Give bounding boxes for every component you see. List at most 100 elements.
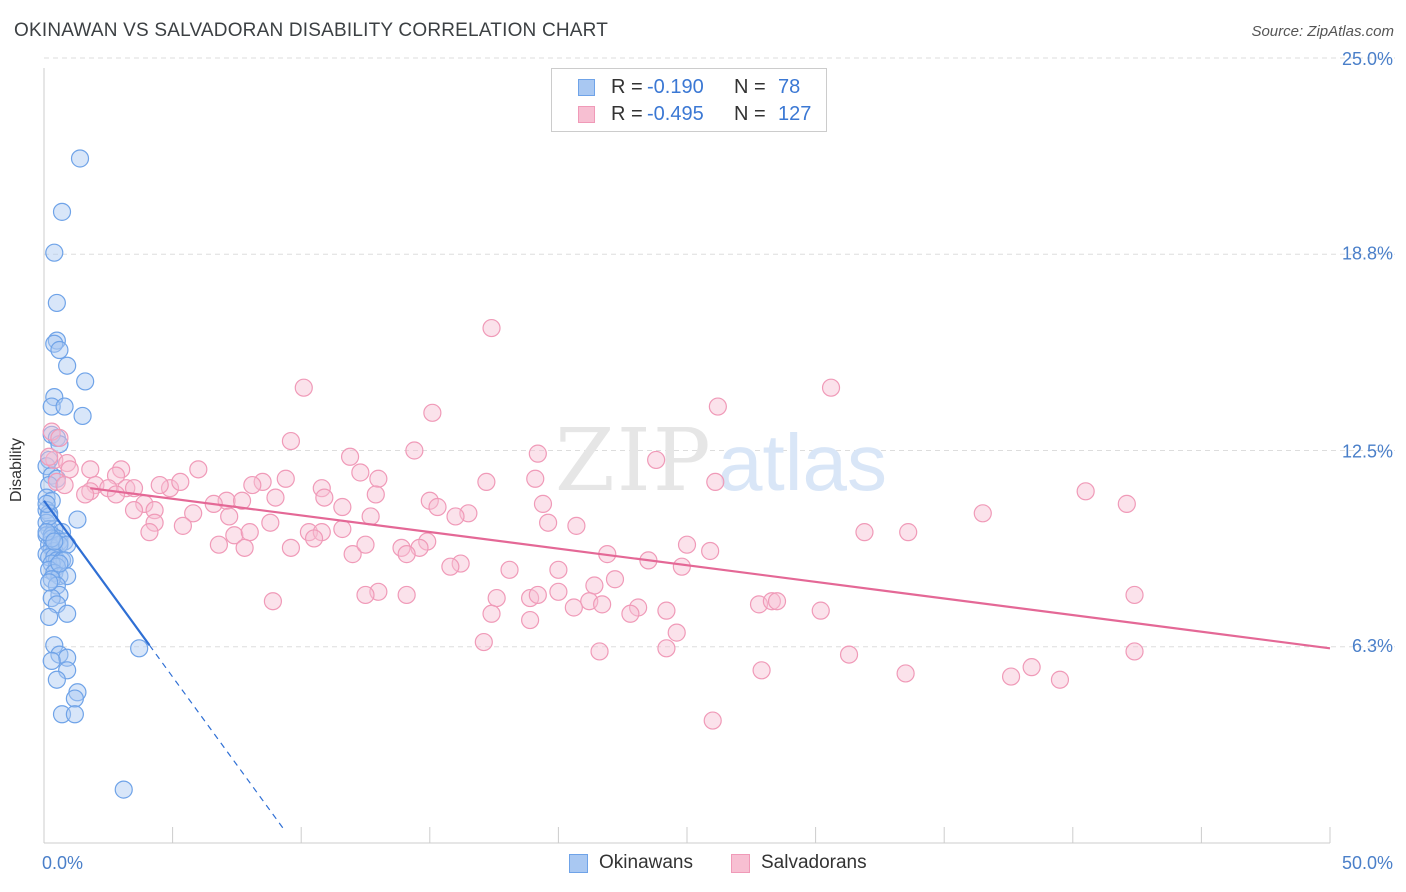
okinawan-point bbox=[45, 636, 64, 655]
legend-r-label: R = bbox=[611, 103, 643, 125]
salvadoran-point bbox=[667, 623, 686, 642]
salvadoran-point bbox=[672, 557, 691, 576]
salvadoran-point bbox=[81, 482, 100, 501]
salvadoran-point bbox=[701, 541, 720, 561]
okinawan-point bbox=[40, 607, 59, 627]
okinawan-point bbox=[50, 554, 69, 573]
salvadoran-point bbox=[1125, 642, 1144, 661]
salvadoran-point bbox=[528, 444, 547, 463]
legend-r-label: R = bbox=[611, 76, 643, 98]
salvadoran-point bbox=[1117, 494, 1136, 513]
legend-n-label: N = bbox=[734, 76, 766, 98]
salvadoran-point bbox=[294, 378, 313, 397]
salvadoran-point bbox=[361, 507, 380, 526]
salvadoran-point bbox=[189, 460, 208, 479]
okinawan-point bbox=[45, 532, 64, 551]
salvadoran-point bbox=[173, 516, 192, 535]
bottom-legend-swatch-salvadorans bbox=[731, 854, 750, 873]
salvadoran-point bbox=[150, 475, 169, 495]
salvadoran-point bbox=[677, 535, 697, 554]
okinawan-point bbox=[45, 243, 64, 262]
y-tick-label: 6.3% bbox=[1352, 636, 1393, 656]
salvadoran-point bbox=[397, 545, 416, 564]
salvadoran-trend-line bbox=[90, 487, 1331, 650]
bottom-legend-swatch-okinawans bbox=[569, 854, 588, 873]
salvadoran-point bbox=[487, 588, 506, 608]
okinawan-point bbox=[47, 293, 66, 313]
okinawan-point bbox=[47, 670, 66, 689]
okinawan-point bbox=[65, 689, 84, 708]
salvadoran-point bbox=[397, 585, 416, 605]
okinawan-point bbox=[130, 639, 149, 658]
y-tick-label: 25.0% bbox=[1342, 49, 1393, 69]
salvadoran-point bbox=[593, 595, 612, 614]
legend-n-value: 127 bbox=[778, 103, 812, 125]
salvadoran-point bbox=[340, 447, 360, 466]
salvadoran-point bbox=[657, 601, 676, 620]
salvadoran-point bbox=[240, 523, 259, 542]
legend-r-value: -0.190 bbox=[647, 76, 704, 98]
salvadoran-point bbox=[590, 642, 609, 661]
salvadoran-point bbox=[752, 661, 771, 680]
salvadoran-point bbox=[528, 585, 547, 605]
salvadoran-point bbox=[564, 598, 583, 617]
salvadoran-point bbox=[451, 554, 470, 573]
source-label: Source: ZipAtlas.com bbox=[1251, 23, 1394, 40]
salvadoran-point bbox=[171, 472, 190, 491]
salvadoran-point bbox=[356, 535, 375, 554]
okinawan-point bbox=[70, 149, 90, 168]
y-tick-label: 12.5% bbox=[1342, 442, 1393, 462]
legend-n-label: N = bbox=[734, 103, 766, 125]
salvadoran-point bbox=[160, 479, 180, 498]
salvadoran-point bbox=[896, 664, 915, 683]
okinawan-point bbox=[50, 340, 69, 360]
salvadoran-point bbox=[261, 513, 280, 532]
okinawan-point bbox=[65, 705, 84, 724]
bottom-legend: Okinawans Salvadorans bbox=[0, 852, 1406, 878]
salvadoran-point bbox=[76, 485, 95, 504]
salvadoran-point bbox=[333, 497, 352, 517]
salvadoran-point bbox=[276, 469, 295, 488]
salvadoran-point bbox=[703, 711, 722, 730]
okinawan-point bbox=[114, 780, 133, 799]
salvadoran-point bbox=[1125, 585, 1144, 605]
legend: R = -0.190 N = 78 R = -0.495 N = 127 bbox=[551, 68, 827, 132]
salvadoran-point bbox=[605, 570, 625, 589]
legend-swatch-salvadorans bbox=[578, 106, 595, 123]
salvadoran-point bbox=[235, 538, 254, 557]
salvadoran-point bbox=[811, 601, 830, 620]
okinawan-point bbox=[40, 573, 59, 592]
salvadoran-point bbox=[243, 475, 262, 495]
okinawan-point bbox=[37, 523, 56, 542]
legend-row-okinawans: R = -0.190 N = 78 bbox=[552, 75, 826, 101]
salvadoran-point bbox=[657, 639, 676, 658]
salvadoran-point bbox=[40, 447, 59, 466]
salvadoran-point bbox=[821, 378, 841, 397]
salvadoran-point bbox=[482, 318, 501, 338]
salvadoran-point bbox=[762, 592, 781, 611]
gridlines bbox=[44, 57, 1395, 648]
salvadoran-point bbox=[405, 441, 424, 460]
salvadoran-point bbox=[423, 403, 442, 422]
watermark: ZIP atlas bbox=[555, 411, 887, 511]
legend-row-salvadorans: R = -0.495 N = 127 bbox=[552, 102, 826, 128]
salvadoran-point bbox=[232, 491, 252, 510]
okinawan-point bbox=[68, 510, 87, 529]
watermark-zip: ZIP bbox=[555, 411, 713, 511]
salvadoran-point bbox=[647, 450, 666, 470]
salvadoran-point bbox=[124, 501, 144, 520]
bottom-legend-label-okinawans: Okinawans bbox=[599, 852, 693, 873]
salvadoran-point bbox=[253, 472, 272, 491]
salvadoran-point bbox=[539, 513, 558, 532]
salvadoran-point bbox=[351, 463, 370, 482]
salvadoran-point bbox=[441, 557, 460, 576]
salvadoran-point bbox=[1001, 667, 1021, 686]
salvadoran-point bbox=[567, 516, 586, 535]
salvadoran-point bbox=[145, 513, 164, 532]
x-tick-label: 50.0% bbox=[1342, 853, 1393, 873]
salvadoran-point bbox=[106, 485, 126, 504]
watermark-atlas: atlas bbox=[718, 418, 887, 507]
salvadoran-point bbox=[343, 545, 362, 564]
okinawan-point bbox=[58, 604, 77, 623]
salvadoran-point bbox=[184, 504, 203, 523]
